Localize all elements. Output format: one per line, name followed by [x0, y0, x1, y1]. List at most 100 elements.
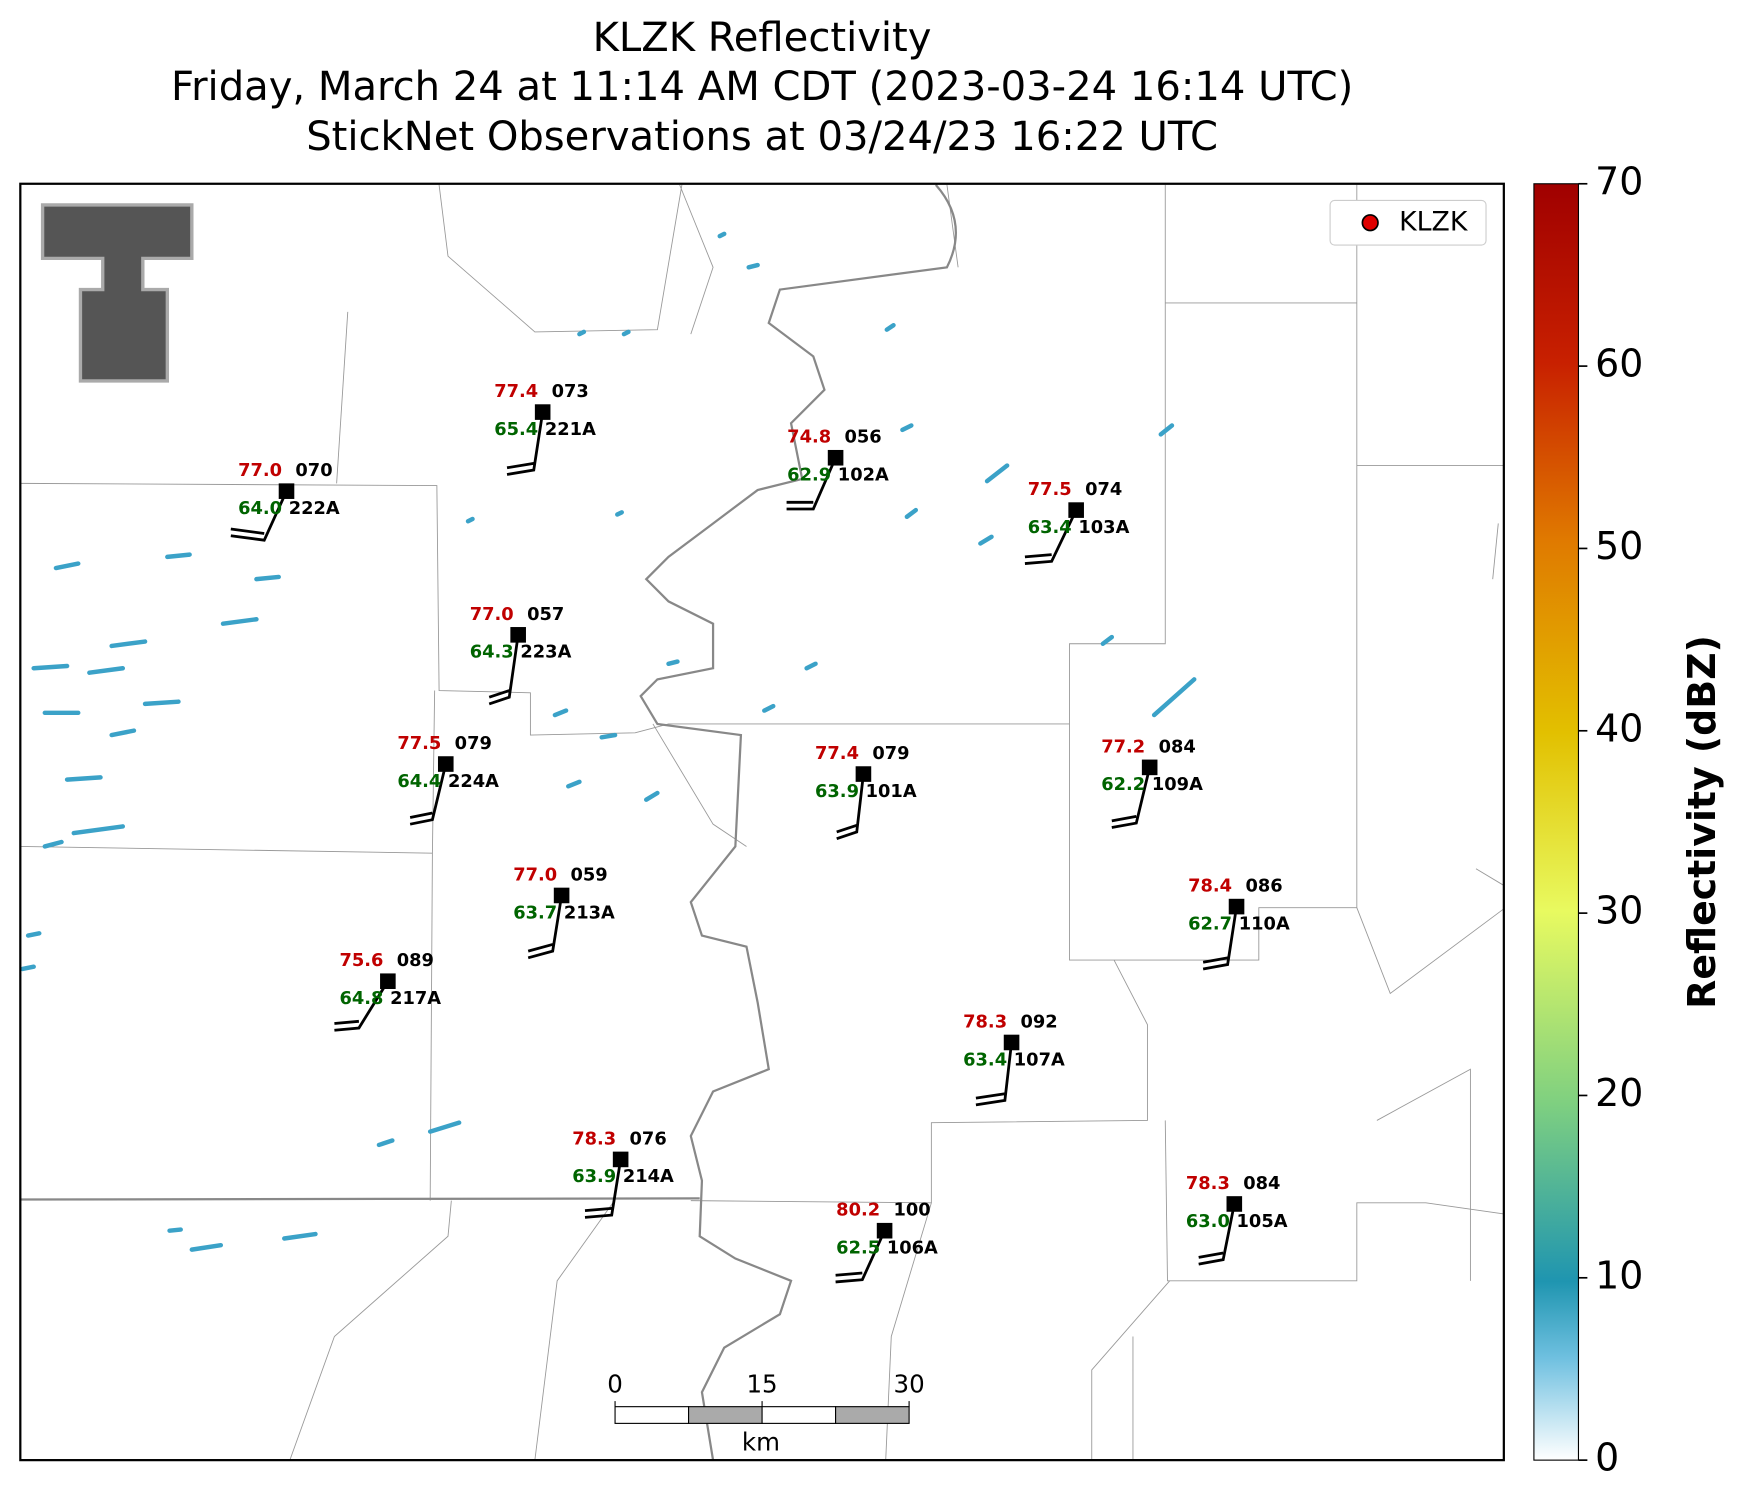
scale-tick-label: 15: [746, 1370, 777, 1399]
wind-barb: [975, 1042, 1013, 1107]
legend-box: [1329, 199, 1487, 246]
pressure: 079: [455, 733, 492, 754]
temperature: 78.3: [1186, 1173, 1230, 1194]
temperature: 77.5: [1028, 479, 1072, 500]
wind-barb: [1024, 509, 1078, 565]
dewpoint: 63.0: [1186, 1211, 1230, 1232]
wind-barb: [334, 980, 390, 1032]
wind-barb: [1111, 767, 1152, 829]
legend-label: KLZK: [1399, 206, 1469, 237]
station-marker: [437, 756, 454, 772]
colorbar-tick-label: 50: [1595, 524, 1643, 568]
colorbar-tick-label: 10: [1595, 1253, 1643, 1297]
station-id: 107A: [1014, 1049, 1065, 1070]
temperature: 77.5: [397, 733, 441, 754]
wind-barb: [786, 457, 837, 511]
wind-barb: [488, 634, 520, 706]
dewpoint: 63.4: [1028, 517, 1072, 538]
station-marker: [1141, 759, 1158, 776]
dewpoint: 63.9: [815, 781, 859, 802]
station-id: 213A: [564, 902, 615, 923]
station-marker: [855, 766, 872, 782]
temperature: 74.8: [787, 427, 831, 448]
wind-barb: [409, 763, 448, 826]
station-id: 214A: [623, 1166, 674, 1187]
colorbar: [1533, 183, 1580, 1461]
pressure: 092: [1020, 1011, 1057, 1032]
colorbar-label: Reflectivity (dBZ): [1680, 635, 1724, 1009]
dewpoint: 63.4: [963, 1049, 1007, 1070]
pressure: 073: [552, 381, 589, 402]
pressure: 086: [1245, 876, 1282, 897]
map-frame: [19, 182, 1505, 1462]
colorbar-tick-label: 20: [1595, 1071, 1643, 1115]
wind-barb: [1198, 1203, 1236, 1266]
colorbar-tick-label: 30: [1595, 889, 1643, 933]
station-id: 103A: [1078, 517, 1129, 538]
pressure: 084: [1159, 736, 1196, 757]
station-id: 109A: [1152, 774, 1203, 795]
station-marker: [510, 627, 526, 643]
temperature: 78.3: [963, 1011, 1007, 1032]
dewpoint: 62.2: [1101, 774, 1145, 795]
scale-tick-label: 0: [607, 1370, 623, 1399]
scale-tick-label: 30: [894, 1370, 925, 1399]
pressure: 079: [872, 743, 909, 764]
temperature: 78.3: [572, 1128, 616, 1149]
colorbar-tick-label: 60: [1595, 342, 1643, 386]
station-id: 102A: [838, 465, 889, 486]
station-marker: [612, 1151, 629, 1168]
pressure: 056: [844, 427, 881, 448]
dewpoint: 62.5: [836, 1238, 880, 1259]
station-id: 106A: [887, 1238, 938, 1259]
legend-marker: [1361, 214, 1379, 232]
logo: [40, 203, 194, 383]
radar-echoes: [20, 231, 1197, 1252]
station-marker: [278, 483, 295, 499]
temperature: 77.0: [238, 460, 282, 481]
pressure: 100: [894, 1200, 931, 1221]
scale-segment: [835, 1406, 910, 1424]
basemap: [20, 184, 1505, 1461]
station-marker: [534, 404, 551, 420]
station-id: 105A: [1237, 1211, 1288, 1232]
dewpoint: 62.7: [1188, 913, 1232, 934]
legend: KLZK: [1329, 199, 1487, 246]
scale-segment: [761, 1406, 837, 1424]
pressure: 089: [397, 950, 434, 971]
temperature: 78.4: [1188, 876, 1232, 897]
station-id: 221A: [545, 419, 596, 440]
scale-segment: [688, 1406, 763, 1424]
dewpoint: 65.4: [494, 419, 538, 440]
wind-barb: [1202, 906, 1238, 971]
colorbar-tick-label: 40: [1595, 706, 1643, 750]
station-id: 223A: [520, 642, 571, 663]
pressure: 059: [571, 864, 608, 885]
subtitle: StickNet Observations at 03/24/23 16:22 …: [306, 114, 1218, 160]
station-id: 222A: [289, 498, 340, 519]
pressure: 084: [1243, 1173, 1280, 1194]
station-marker: [553, 887, 570, 904]
dewpoint: 64.3: [470, 642, 514, 663]
colorbar-tick-label: 70: [1595, 159, 1643, 203]
temperature: 77.0: [513, 864, 557, 885]
temperature: 77.2: [1101, 736, 1145, 757]
subtitle: Friday, March 24 at 11:14 AM CDT (2023-0…: [171, 64, 1353, 110]
station-id: 110A: [1239, 913, 1290, 934]
dewpoint: 64.0: [238, 498, 282, 519]
station-marker: [1068, 502, 1084, 518]
wind-barb: [527, 895, 563, 960]
station-marker: [876, 1222, 893, 1239]
scale-segment: [614, 1406, 690, 1424]
wind-barb: [584, 1159, 623, 1219]
scale-unit: km: [742, 1427, 780, 1456]
wind-barb: [230, 490, 288, 542]
station-marker: [1003, 1034, 1020, 1051]
dewpoint: 63.9: [572, 1166, 616, 1187]
station-marker: [1228, 898, 1245, 915]
temperature: 77.0: [470, 604, 514, 625]
pressure: 074: [1085, 479, 1122, 500]
dewpoint: 64.4: [397, 771, 441, 792]
wind-barb: [835, 1230, 886, 1284]
